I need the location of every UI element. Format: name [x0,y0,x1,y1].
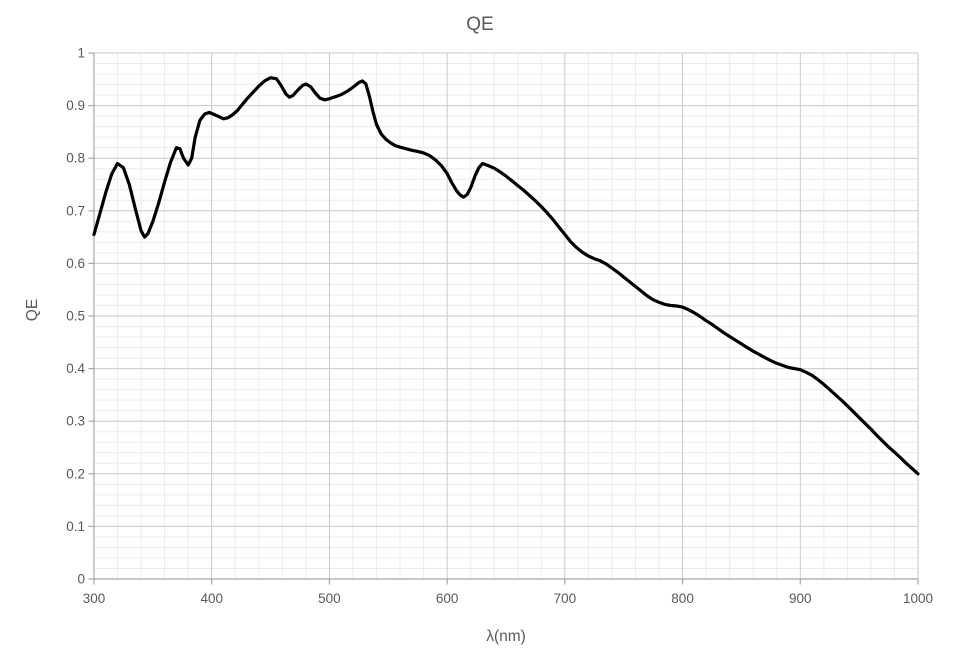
y-tick-label: 0.7 [66,203,85,218]
x-tick-label: 400 [200,591,223,606]
x-axis-title: λ(nm) [486,628,526,645]
y-tick-label: 0.2 [66,466,85,481]
y-tick-label: 0 [77,572,85,587]
y-tick-labels: 0 0.1 0.2 0.3 0.4 0.5 0.6 0.7 0.8 0.9 1 [66,46,85,587]
tick-marks [88,52,919,585]
y-tick-label: 0.8 [66,151,85,166]
x-tick-label: 1000 [903,591,933,606]
y-tick-label: 0.3 [66,414,85,429]
y-tick-label: 0.9 [66,98,85,113]
chart-title: QE [466,14,493,35]
x-tick-label: 800 [671,591,694,606]
y-tick-label: 0.5 [66,309,85,324]
y-axis-title: QE [24,299,41,321]
major-gridlines [94,52,919,579]
x-tick-label: 300 [83,591,106,606]
x-tick-labels: 300 400 500 600 700 800 900 1000 [83,591,933,606]
y-tick-label: 0.6 [66,256,85,271]
x-tick-label: 700 [554,591,577,606]
qe-curve [92,76,920,476]
y-tick-label: 1 [77,46,85,61]
y-tick-label: 0.1 [66,519,85,534]
y-tick-label: 0.4 [66,361,85,376]
x-tick-label: 600 [436,591,459,606]
x-tick-label: 500 [318,591,341,606]
x-tick-label: 900 [789,591,812,606]
